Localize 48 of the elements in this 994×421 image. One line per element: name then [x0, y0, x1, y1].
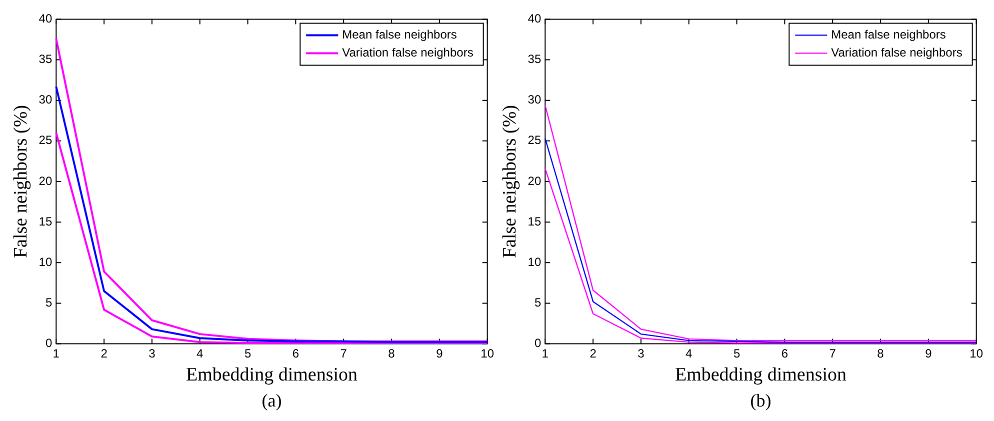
y-tick-label: 0 [45, 336, 52, 350]
text: (a) [262, 390, 282, 411]
x-tick-label: 8 [877, 346, 884, 360]
x-tick-label: 10 [480, 346, 494, 360]
x-tick-label: 6 [781, 346, 788, 360]
text: (b) [750, 390, 772, 411]
y-tick-label: 40 [38, 12, 52, 26]
legend-label: Variation false neighbors [342, 46, 474, 60]
y-tick-label: 35 [38, 52, 52, 66]
y-tick-label: 20 [38, 174, 52, 188]
x-tick-label: 1 [52, 346, 60, 360]
legend-label: Mean false neighbors [831, 28, 946, 42]
x-tick-label: 7 [340, 346, 348, 360]
x-tick-label: 1 [542, 346, 549, 360]
legend-label: Mean false neighbors [342, 28, 457, 42]
y-tick-label: 35 [528, 52, 542, 66]
x-tick-label: 9 [436, 346, 444, 360]
y-tick-label: 10 [528, 254, 542, 269]
legend-label: Variation false neighbors [831, 46, 962, 60]
y-tick-label: 10 [38, 254, 52, 269]
x-tick-label: 5 [244, 346, 252, 360]
x-tick-label: 6 [292, 346, 300, 360]
x-tick-label: 2 [100, 346, 108, 360]
x-tick-label: 3 [638, 346, 645, 360]
x-tick-label: 7 [829, 346, 836, 360]
y-axis-title: False neighbors (%) [499, 104, 520, 258]
y-tick-label: 20 [528, 174, 542, 188]
x-tick-label: 9 [925, 346, 932, 360]
x-axis-title: Embedding dimension [186, 364, 358, 386]
y-tick-label: 30 [528, 92, 542, 107]
x-tick-label: 3 [148, 346, 156, 360]
x-axis-title: Embedding dimension [674, 364, 847, 386]
y-tick-label: 25 [38, 133, 52, 148]
y-tick-label: 0 [534, 336, 542, 350]
y-tick-label: 15 [528, 214, 542, 228]
x-tick-label: 4 [686, 346, 693, 360]
y-axis-title: False neighbors (%) [10, 104, 32, 258]
y-tick-label: 5 [45, 296, 52, 310]
y-tick-label: 30 [38, 92, 52, 107]
y-tick-label: 40 [528, 12, 542, 26]
x-tick-label: 2 [590, 346, 597, 360]
y-tick-label: 5 [534, 296, 542, 310]
y-tick-label: 15 [38, 214, 52, 228]
x-tick-label: 4 [196, 346, 204, 360]
x-tick-label: 10 [970, 346, 984, 360]
y-tick-label: 25 [528, 133, 542, 148]
x-tick-label: 5 [733, 346, 740, 360]
x-tick-label: 8 [388, 346, 396, 360]
